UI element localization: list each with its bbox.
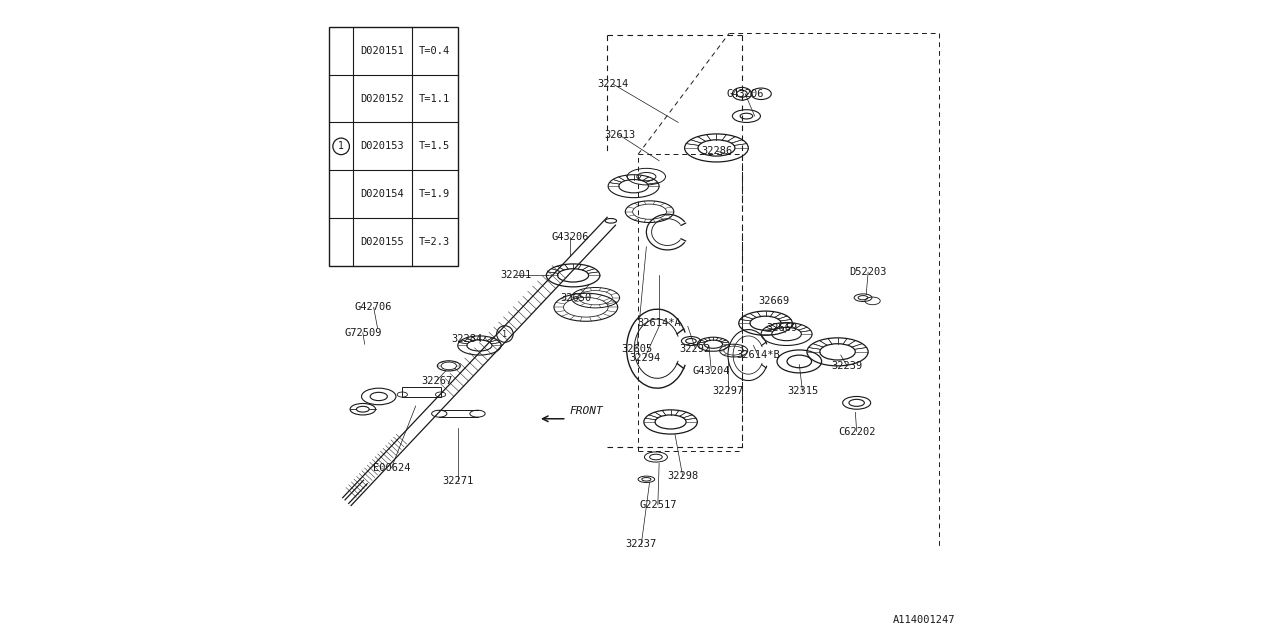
Text: 32201: 32201: [500, 270, 531, 280]
Text: T=0.4: T=0.4: [419, 46, 451, 56]
Text: 32267: 32267: [421, 376, 452, 385]
Text: T=1.1: T=1.1: [419, 93, 451, 104]
Text: T=1.5: T=1.5: [419, 141, 451, 151]
Text: 32237: 32237: [626, 540, 657, 549]
Text: D020154: D020154: [361, 189, 404, 199]
Text: 1: 1: [338, 141, 344, 151]
Text: 32298: 32298: [667, 471, 699, 481]
Text: 32315: 32315: [787, 387, 818, 396]
Text: D52203: D52203: [850, 268, 887, 277]
Text: 32297: 32297: [712, 387, 744, 396]
Text: 32605: 32605: [621, 344, 653, 354]
Text: 32239: 32239: [832, 361, 863, 371]
Text: FRONT: FRONT: [570, 406, 604, 415]
Text: G43204: G43204: [692, 366, 730, 376]
Text: D020151: D020151: [361, 46, 404, 56]
Text: D020153: D020153: [361, 141, 404, 151]
Text: E00624: E00624: [372, 463, 410, 473]
Bar: [329, 27, 458, 266]
Bar: [402, 387, 440, 397]
Text: 32271: 32271: [443, 476, 474, 486]
Text: 32286: 32286: [701, 146, 732, 156]
Text: 32614*B: 32614*B: [736, 350, 780, 360]
Text: T=2.3: T=2.3: [419, 237, 451, 247]
Text: T=1.9: T=1.9: [419, 189, 451, 199]
Text: G72509: G72509: [344, 328, 381, 338]
Text: 32613: 32613: [604, 130, 635, 140]
Text: D020152: D020152: [361, 93, 404, 104]
Text: G43206: G43206: [726, 89, 764, 99]
Text: A114001247: A114001247: [893, 614, 955, 625]
Text: 32292: 32292: [680, 344, 712, 354]
Text: 32294: 32294: [628, 353, 660, 364]
Text: 1: 1: [503, 330, 507, 339]
Text: C62202: C62202: [838, 426, 876, 436]
Text: 32650: 32650: [561, 292, 591, 303]
Text: D020155: D020155: [361, 237, 404, 247]
Text: 32614*A: 32614*A: [637, 318, 681, 328]
Text: 32669: 32669: [765, 323, 797, 333]
Text: 32284: 32284: [451, 334, 483, 344]
Text: G43206: G43206: [552, 232, 589, 242]
Text: G22517: G22517: [639, 500, 677, 510]
Text: 32669: 32669: [758, 296, 790, 306]
Text: G42706: G42706: [355, 302, 393, 312]
Text: 32214: 32214: [598, 79, 628, 89]
